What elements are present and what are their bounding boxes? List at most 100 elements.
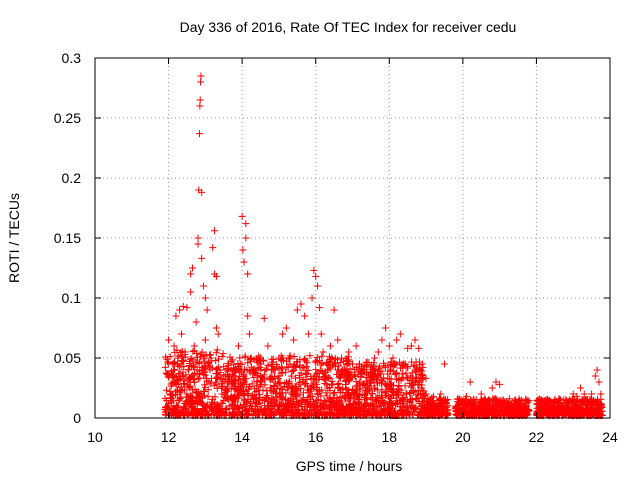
data-point [580, 390, 588, 398]
data-point [365, 358, 373, 366]
data-point [212, 349, 220, 357]
data-point [207, 403, 215, 411]
data-point [300, 364, 308, 372]
data-point [248, 380, 256, 388]
data-point [197, 78, 205, 86]
data-point [165, 336, 173, 344]
data-point [395, 381, 403, 389]
data-point [240, 391, 248, 399]
data-point [185, 366, 193, 374]
data-point [186, 359, 194, 367]
data-point [386, 380, 394, 388]
data-point [228, 401, 236, 409]
grid-lines [95, 58, 610, 418]
data-point [401, 382, 409, 390]
data-point [178, 351, 186, 359]
data-point [393, 400, 401, 408]
data-point [367, 372, 375, 380]
data-point [250, 374, 258, 382]
data-point [360, 366, 368, 374]
data-point [403, 389, 411, 397]
data-point [284, 363, 292, 371]
data-point [261, 402, 269, 410]
data-point [387, 375, 395, 383]
data-point [236, 386, 244, 394]
x-tick-label: 10 [87, 429, 103, 445]
data-point [326, 395, 334, 403]
data-point [341, 378, 349, 386]
data-point [596, 411, 604, 419]
data-point [556, 401, 564, 409]
data-point [573, 392, 581, 400]
data-point [470, 396, 478, 404]
data-point [404, 409, 412, 417]
data-point [224, 370, 232, 378]
data-point [192, 388, 200, 396]
data-point [164, 359, 172, 367]
data-point [367, 363, 375, 371]
data-point [296, 363, 304, 371]
data-point [373, 403, 381, 411]
data-point [362, 396, 370, 404]
data-point [231, 391, 239, 399]
data-point [163, 370, 171, 378]
data-point [214, 355, 222, 363]
x-tick-label: 12 [161, 429, 177, 445]
data-point [225, 361, 233, 369]
data-point [300, 356, 308, 364]
data-point [171, 348, 179, 356]
data-point [185, 402, 193, 410]
data-point [190, 378, 198, 386]
data-point [353, 383, 361, 391]
data-point [415, 378, 423, 386]
data-point [385, 399, 393, 407]
data-point [244, 359, 252, 367]
data-point [214, 330, 222, 338]
data-point [346, 376, 354, 384]
data-point [188, 386, 196, 394]
data-point [187, 288, 195, 296]
data-point [291, 374, 299, 382]
data-point [222, 395, 230, 403]
data-point [253, 378, 261, 386]
data-point [295, 411, 303, 419]
data-point [186, 358, 194, 366]
data-point [196, 374, 204, 382]
data-point [229, 400, 237, 408]
data-point [302, 357, 310, 365]
data-point [165, 405, 173, 413]
data-point [264, 361, 272, 369]
data-point [267, 376, 275, 384]
data-point [172, 378, 180, 386]
data-point [489, 403, 497, 411]
data-point [309, 397, 317, 405]
data-point [227, 357, 235, 365]
data-point [578, 401, 586, 409]
data-point [267, 399, 275, 407]
x-tick-label: 18 [381, 429, 397, 445]
data-point [440, 360, 448, 368]
data-point [224, 376, 232, 384]
data-point [269, 403, 277, 411]
data-point [408, 382, 416, 390]
data-point [340, 411, 348, 419]
data-point [412, 395, 420, 403]
data-point [310, 266, 318, 274]
data-point [200, 282, 208, 290]
data-point [490, 395, 498, 403]
data-point [330, 306, 338, 314]
data-point [236, 354, 244, 362]
data-point [200, 381, 208, 389]
data-point [391, 370, 399, 378]
data-point [385, 342, 393, 350]
data-point [584, 396, 592, 404]
data-point [294, 397, 302, 405]
data-point [411, 336, 419, 344]
data-point [179, 405, 187, 413]
data-point [238, 212, 246, 220]
data-point [234, 394, 242, 402]
data-point [428, 407, 436, 415]
data-point [496, 406, 504, 414]
data-point [363, 394, 371, 402]
data-point [308, 381, 316, 389]
